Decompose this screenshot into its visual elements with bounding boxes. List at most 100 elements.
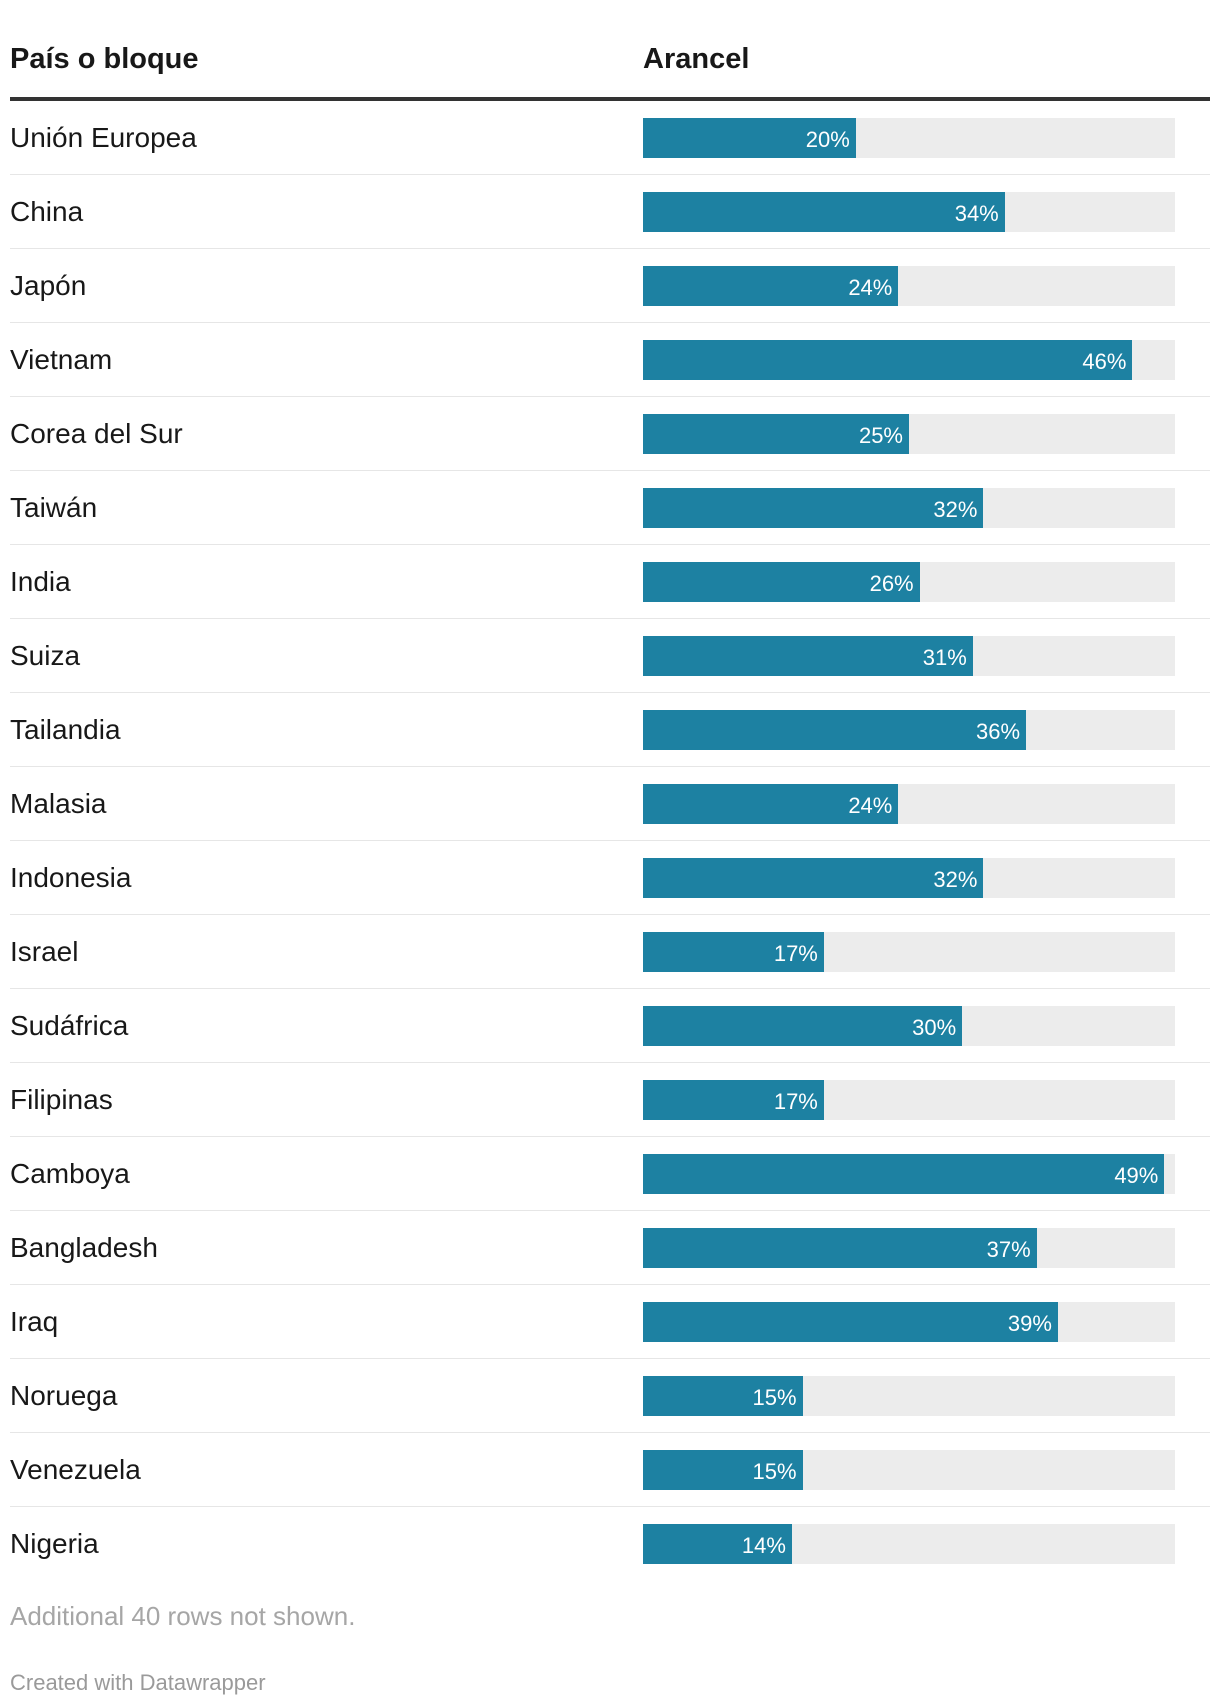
bar-value-label: 37% — [986, 1237, 1031, 1262]
table-row: Corea del Sur 25% — [10, 397, 1210, 471]
datawrapper-credit[interactable]: Created with Datawrapper — [10, 1670, 266, 1695]
tariff-bar: 46% — [643, 340, 1133, 380]
bar-track: 24% — [643, 266, 1175, 306]
table-row: Japón 24% — [10, 249, 1210, 323]
bar-track: 25% — [643, 414, 1175, 454]
bar-track: 32% — [643, 858, 1175, 898]
table-row: Taiwán 32% — [10, 471, 1210, 545]
table-row: Unión Europea 20% — [10, 101, 1210, 175]
country-label: Japón — [10, 270, 87, 301]
bar-track: 14% — [643, 1524, 1175, 1564]
bar-track: 32% — [643, 488, 1175, 528]
country-label: Sudáfrica — [10, 1010, 129, 1041]
tariff-bar: 32% — [643, 858, 984, 898]
column-header-country[interactable]: País o bloque — [10, 43, 199, 75]
bar-value-label: 39% — [1007, 1311, 1052, 1336]
bar-track: 20% — [643, 118, 1175, 158]
bar-value-label: 30% — [912, 1015, 957, 1040]
table-header: País o bloque Arancel — [10, 0, 1210, 101]
tariff-bar: 14% — [643, 1524, 792, 1564]
tariff-bar: 39% — [643, 1302, 1058, 1342]
bar-track: 24% — [643, 784, 1175, 824]
bar-value-label: 34% — [954, 201, 999, 226]
country-label: Vietnam — [10, 344, 113, 375]
table-row: Filipinas 17% — [10, 1063, 1210, 1137]
bar-value-label: 24% — [848, 793, 893, 818]
tariff-bar: 17% — [643, 932, 824, 972]
country-label: Noruega — [10, 1380, 118, 1411]
country-label: Indonesia — [10, 862, 132, 893]
table-row: Vietnam 46% — [10, 323, 1210, 397]
table-body: Unión Europea 20% China 34% Japón 24% Vietnam 4… — [10, 101, 1210, 1581]
tariff-bar: 34% — [643, 192, 1005, 232]
table-row: India 26% — [10, 545, 1210, 619]
table-row: Israel 17% — [10, 915, 1210, 989]
bar-value-label: 17% — [773, 1089, 818, 1114]
tariff-bar: 24% — [643, 266, 899, 306]
country-label: Unión Europea — [10, 122, 197, 153]
bar-track: 46% — [643, 340, 1175, 380]
country-label: Camboya — [10, 1158, 130, 1189]
bar-track: 15% — [643, 1376, 1175, 1416]
country-label: Filipinas — [10, 1084, 113, 1115]
bar-value-label: 32% — [933, 867, 978, 892]
country-label: Iraq — [10, 1306, 59, 1337]
bar-track: 17% — [643, 932, 1175, 972]
tariff-bar: 49% — [643, 1154, 1165, 1194]
tariff-bar: 17% — [643, 1080, 824, 1120]
bar-value-label: 14% — [741, 1533, 786, 1558]
bar-value-label: 15% — [752, 1459, 797, 1484]
bar-value-label: 20% — [805, 127, 850, 152]
bar-track: 17% — [643, 1080, 1175, 1120]
tariff-bar: 36% — [643, 710, 1027, 750]
bar-track: 30% — [643, 1006, 1175, 1046]
table-row: Suiza 31% — [10, 619, 1210, 693]
bar-track: 49% — [643, 1154, 1175, 1194]
bar-track: 31% — [643, 636, 1175, 676]
bar-value-label: 15% — [752, 1385, 797, 1410]
table-row: Tailandia 36% — [10, 693, 1210, 767]
country-label: Tailandia — [10, 714, 121, 745]
country-label: India — [10, 566, 71, 597]
country-label: Israel — [10, 936, 79, 967]
tariff-bar: 20% — [643, 118, 856, 158]
table-row: Camboya 49% — [10, 1137, 1210, 1211]
rows-hidden-note: Additional 40 rows not shown. — [10, 1601, 356, 1631]
column-header-tariff[interactable]: Arancel — [643, 43, 750, 75]
country-label: Bangladesh — [10, 1232, 158, 1263]
bar-value-label: 17% — [773, 941, 818, 966]
bar-value-label: 49% — [1114, 1163, 1159, 1188]
country-label: Malasia — [10, 788, 107, 819]
tariff-bar: 37% — [643, 1228, 1037, 1268]
tariff-bar: 15% — [643, 1450, 803, 1490]
bar-track: 36% — [643, 710, 1175, 750]
country-label: Taiwán — [10, 492, 98, 523]
country-label: Suiza — [10, 640, 81, 671]
tariff-bar: 32% — [643, 488, 984, 528]
country-label: China — [10, 196, 84, 227]
tariff-bar: 24% — [643, 784, 899, 824]
bar-value-label: 32% — [933, 497, 978, 522]
country-label: Venezuela — [10, 1454, 141, 1485]
table-row: Iraq 39% — [10, 1285, 1210, 1359]
tariff-bar: 31% — [643, 636, 973, 676]
bar-value-label: 46% — [1082, 349, 1127, 374]
table-row: Nigeria 14% — [10, 1507, 1210, 1581]
tariff-bar: 25% — [643, 414, 909, 454]
table-row: Noruega 15% — [10, 1359, 1210, 1433]
tariff-bar: 15% — [643, 1376, 803, 1416]
tariff-bar: 30% — [643, 1006, 963, 1046]
country-label: Nigeria — [10, 1528, 99, 1559]
table-row: Malasia 24% — [10, 767, 1210, 841]
bar-track: 37% — [643, 1228, 1175, 1268]
country-label: Corea del Sur — [10, 418, 183, 449]
bar-value-label: 25% — [858, 423, 903, 448]
chart-table: País o bloque Arancel Unión Europea 20% Ch… — [10, 0, 1210, 1581]
bar-track: 26% — [643, 562, 1175, 602]
table-row: Venezuela 15% — [10, 1433, 1210, 1507]
bar-value-label: 26% — [869, 571, 914, 596]
table-row: China 34% — [10, 175, 1210, 249]
bar-track: 34% — [643, 192, 1175, 232]
bar-value-label: 36% — [975, 719, 1021, 744]
bar-value-label: 31% — [922, 645, 967, 670]
